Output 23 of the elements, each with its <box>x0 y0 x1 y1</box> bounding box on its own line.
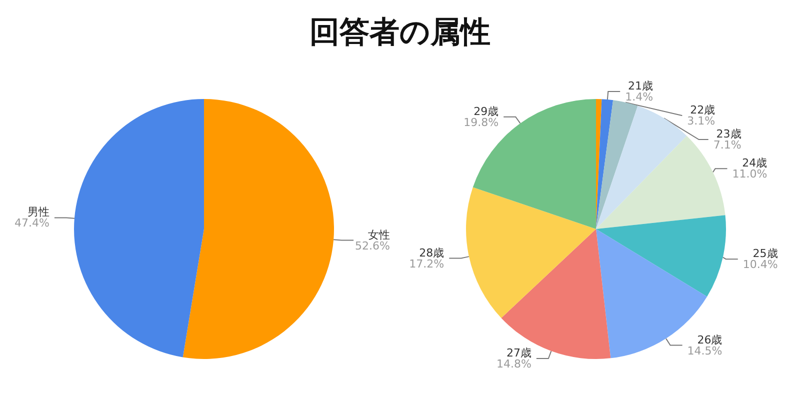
chart-title: 回答者の属性 <box>308 14 492 52</box>
data-label: 11.0% <box>732 168 768 181</box>
data-label: 1.4% <box>625 90 654 104</box>
slice-label: 21歳 <box>628 80 654 93</box>
data-label: 52.6% <box>355 239 390 252</box>
data-label: 3.1% <box>687 114 716 128</box>
slice-label: 29歳 <box>474 104 499 118</box>
data-label: 10.4% <box>742 258 778 272</box>
slice-label: 男性 <box>27 206 50 219</box>
slice-label: 28歳 <box>419 246 444 260</box>
data-label: 14.5% <box>687 344 722 358</box>
data-label: 7.1% <box>713 138 742 152</box>
data-label: 19.8% <box>464 116 499 129</box>
slice-label: 24歳 <box>742 156 768 170</box>
slice-label: 女性 <box>368 228 390 242</box>
slice-label: 26歳 <box>697 333 722 346</box>
slice-label: 25歳 <box>752 247 778 260</box>
slice-label: 27歳 <box>506 346 532 360</box>
data-label: 14.8% <box>496 358 532 371</box>
data-label: 17.2% <box>409 257 444 270</box>
slice-label: 23歳 <box>716 128 742 141</box>
data-label: 47.4% <box>14 216 50 230</box>
slice-label: 22歳 <box>690 104 716 117</box>
